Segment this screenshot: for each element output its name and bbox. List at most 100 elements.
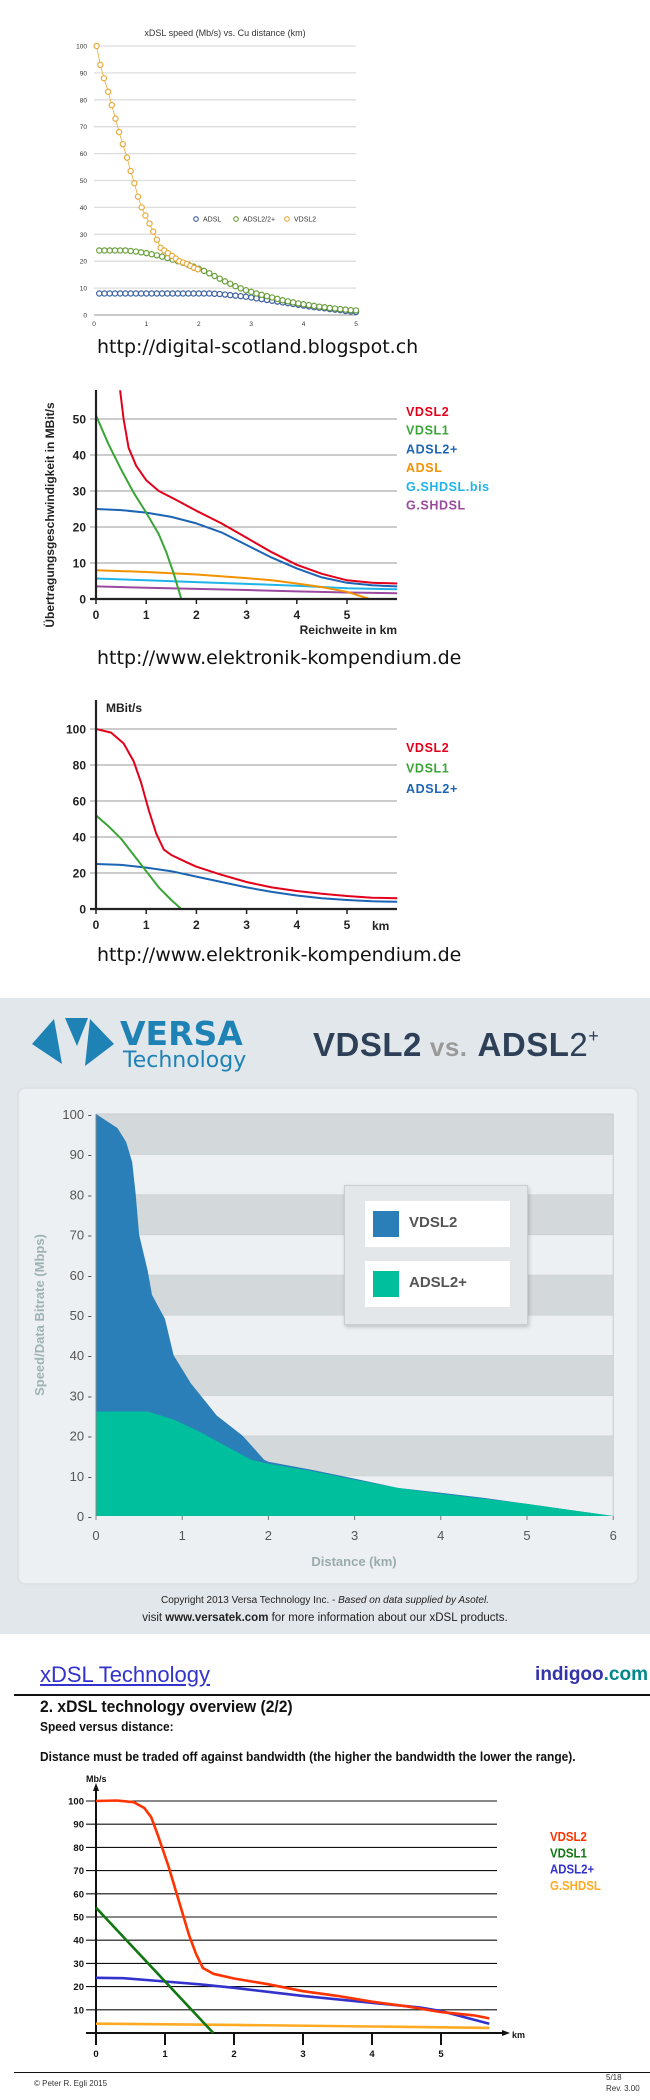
footer-divider [14,2072,650,2073]
y-tick-label: 90 [73,1820,84,1831]
y-tick-label: 90 [80,70,88,77]
legend-item-adsl2plus: ADSL2+ [365,1261,510,1307]
y-tick-label: 30 - [70,1388,92,1403]
data-point [104,88,112,95]
y-tick-label: 60 [73,1889,84,1900]
y-tick-label: 40 [80,205,88,212]
x-tick-label: 2 [231,2049,236,2060]
y-tick-label: 70 [73,1866,84,1877]
slide-title-link[interactable]: xDSL Technology [40,1662,210,1687]
legend-label: VDSL1 [550,1846,587,1861]
data-point [153,236,161,243]
chart-1-title: xDSL speed (Mb/s) vs. Cu distance (km) [144,28,305,38]
series-line-VDSL1 [95,1906,215,2034]
y-tick-label: 10 [80,286,88,293]
y-tick-label: 80 [73,759,87,773]
legend-label: ADSL [203,217,221,224]
y-tick-label: 100 - [62,1107,92,1122]
legend-label: ADSL2+ [550,1862,594,1877]
logo-triangle-left [32,1019,62,1064]
series-line-VDSL1 [96,415,183,599]
data-point [134,193,142,200]
legend-label: VDSL2 [406,405,449,419]
y-tick-label: 40 [73,831,87,845]
data-point [237,285,244,292]
legend-label: G.SHDSL.bis [406,480,490,494]
grid-band [96,1114,614,1155]
legend-label: G.SHDSL [406,499,466,513]
revision: Rev. 3.00 [606,2084,640,2093]
y-tick-label: 40 [73,1936,84,1947]
x-tick-label: 3 [351,1528,358,1543]
legend-marker [233,216,239,222]
versatek-link[interactable]: www.versatek.com [165,1612,269,1624]
versa-title: VDSL2 vs. ADSL2+ [313,1026,599,1064]
source-url-1[interactable]: http://digital-scotland.blogspot.ch [97,336,419,358]
y-tick-label: 20 [73,1982,84,1993]
x-tick-label: 4 [302,321,306,328]
y-tick-label: 100 [66,723,86,737]
y-tick-label: 50 [80,178,88,185]
visit-text-rest: for more information about our xDSL prod… [268,1612,508,1624]
x-tick-label: 0 [92,321,96,328]
legend-label: VDSL1 [406,762,449,776]
title-vs: vs. [429,1032,468,1062]
chart-1: xDSL speed (Mb/s) vs. Cu distance (km) 0… [76,28,360,328]
y-tick-label: 20 [73,521,87,535]
visit-text: visit [142,1612,166,1624]
y-tick-label: 60 - [70,1268,92,1283]
versa-logo: VERSA Technology [32,1014,246,1072]
y-tick-label: 10 [73,557,87,571]
source-url-3[interactable]: http://www.elektronik-kompendium.de [97,944,462,966]
brand-name: indigoo [535,1664,604,1685]
x-tick-label: 1 [145,321,149,328]
legend-label: G.SHDSL [550,1878,601,1893]
data-point [97,61,104,69]
legend-marker [284,216,290,222]
title-adsl-2: 2 [569,1026,589,1063]
y-tick-label: 0 - [77,1509,92,1524]
chart-5-xlabel: km [512,2030,525,2040]
series-line-ADSL2+ [95,1976,490,2025]
data-point [138,204,145,211]
x-tick-label: 1 [143,918,150,932]
x-tick-label: 3 [300,2049,305,2060]
data-point [150,228,157,235]
data-point [206,270,213,277]
y-tick-label: 50 [73,1913,84,1924]
legend-label: ADSL2+ [409,1274,467,1291]
data-point [115,128,123,136]
legend-label: VDSL2 [550,1829,587,1844]
logo-triangle-mid [65,1018,88,1046]
series-line-VDSL2 [119,390,398,585]
x-tick-label: 5 [344,918,351,932]
data-point [127,167,134,175]
x-tick-label: 1 [179,1528,186,1543]
y-tick-label: 100 [68,1797,84,1808]
y-tick-label: 70 - [70,1228,92,1243]
y-tick-label: 40 - [70,1348,92,1363]
data-point [232,283,239,290]
header-divider [14,1694,650,1696]
data-point [108,101,116,109]
series-line-VDSL1 [96,814,182,909]
title-adsl: ADSL [477,1026,570,1063]
y-tick-label: 30 [80,232,88,239]
y-tick-label: 10 - [70,1469,92,1484]
series-line-VDSL2 [95,1799,490,2020]
y-tick-label: 60 [73,795,87,809]
x-tick-label: 4 [369,2049,375,2060]
x-tick-label: 4 [437,1528,444,1543]
source-url-2[interactable]: http://www.elektronik-kompendium.de [97,647,462,669]
y-tick-label: 30 [73,1959,84,1970]
x-axis-arrow-icon [502,2030,510,2036]
title-vdsl2: VDSL2 [313,1026,422,1063]
data-point [142,212,149,219]
x-tick-label: 2 [193,608,200,622]
area-ADSL2+ [96,1411,614,1516]
page-number: 5/18 [606,2073,622,2082]
x-tick-label: 5 [523,1528,530,1543]
y-axis-arrow-icon [93,1783,99,1791]
